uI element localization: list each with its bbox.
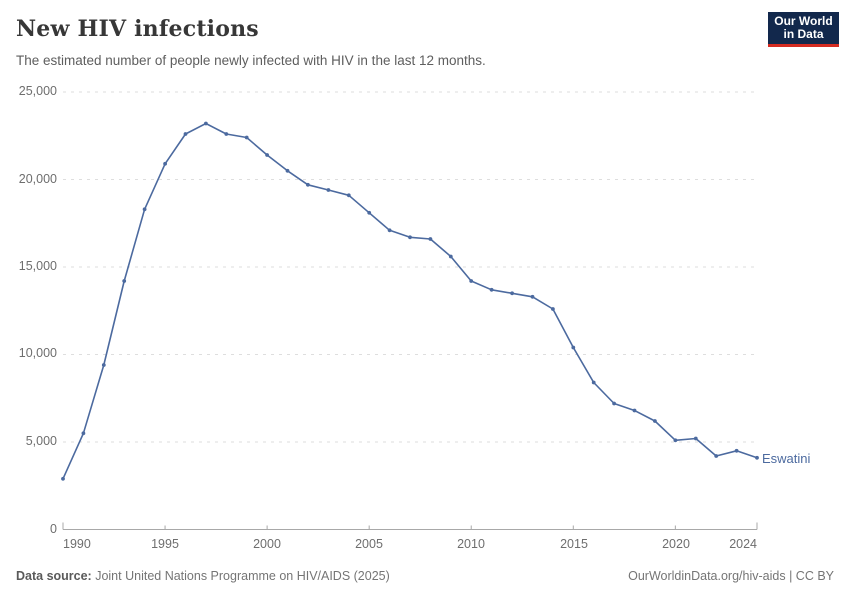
x-tick-2005: 2005 (355, 537, 383, 551)
x-tick-2015: 2015 (560, 537, 588, 551)
chart-title: New HIV infections (16, 16, 259, 42)
data-source-text: Joint United Nations Programme on HIV/AI… (91, 569, 390, 583)
x-tick-2024: 2024 (729, 537, 757, 551)
y-tick-15000: 15,000 (18, 259, 57, 273)
x-tick-2010: 2010 (457, 537, 485, 551)
owid-logo-text: Our World in Data (774, 14, 833, 41)
data-source-label: Data source: (16, 569, 92, 583)
x-tick-1995: 1995 (151, 537, 179, 551)
chart-subtitle: The estimated number of people newly inf… (16, 53, 486, 68)
y-tick-25000: 25,000 (18, 84, 57, 98)
x-tick-2020: 2020 (662, 537, 690, 551)
x-tick-2000: 2000 (253, 537, 281, 551)
credit-link[interactable]: OurWorldinData.org/hiv-aids | CC BY (628, 569, 834, 583)
x-tick-1990: 1990 (63, 537, 91, 551)
y-tick-10000: 10,000 (18, 346, 57, 360)
owid-logo[interactable]: Our World in Data (768, 12, 839, 47)
y-tick-5000: 5,000 (25, 434, 57, 448)
y-tick-20000: 20,000 (18, 172, 57, 186)
series-entity-label[interactable]: Eswatini (762, 451, 811, 466)
chart-footer: Data source: Joint United Nations Progra… (16, 569, 834, 583)
y-tick-0: 0 (50, 522, 57, 536)
